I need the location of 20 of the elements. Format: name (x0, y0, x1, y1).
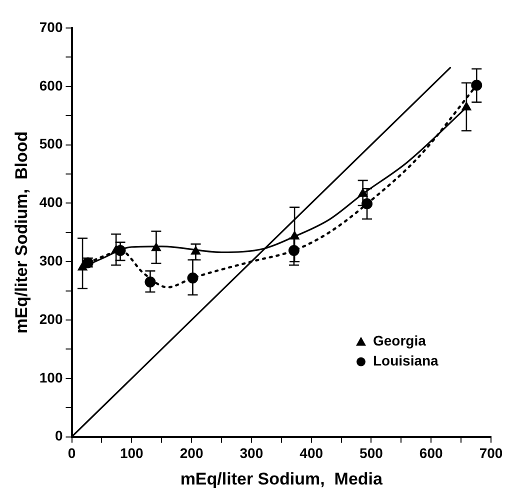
y-tick-label: 300 (39, 252, 63, 268)
y-tick-label: 0 (54, 428, 63, 444)
legend-label: Georgia (373, 332, 426, 349)
y-tick-label: 200 (39, 310, 63, 327)
y-tick-label: 500 (39, 136, 63, 152)
x-tick-label: 500 (360, 445, 384, 462)
y-tick-label: 700 (39, 18, 63, 35)
x-tick-label: 600 (419, 445, 443, 462)
y-tick-label: 600 (39, 77, 63, 94)
x-tick-label: 200 (180, 445, 204, 462)
x-tick-label: 100 (120, 445, 144, 462)
x-tick-label: 300 (240, 445, 264, 462)
x-tick-label: 400 (300, 445, 324, 462)
legend-label: Louisiana (373, 352, 439, 369)
x-tick-label: 700 (479, 445, 503, 462)
x-tick-label: 0 (68, 445, 76, 462)
y-axis-title: mEq/liter Sodium, Blood (12, 131, 31, 334)
x-axis-title: mEq/liter Sodium, Media (180, 469, 383, 488)
y-tick-label: 400 (39, 194, 63, 210)
y-tick-label: 100 (39, 369, 63, 386)
